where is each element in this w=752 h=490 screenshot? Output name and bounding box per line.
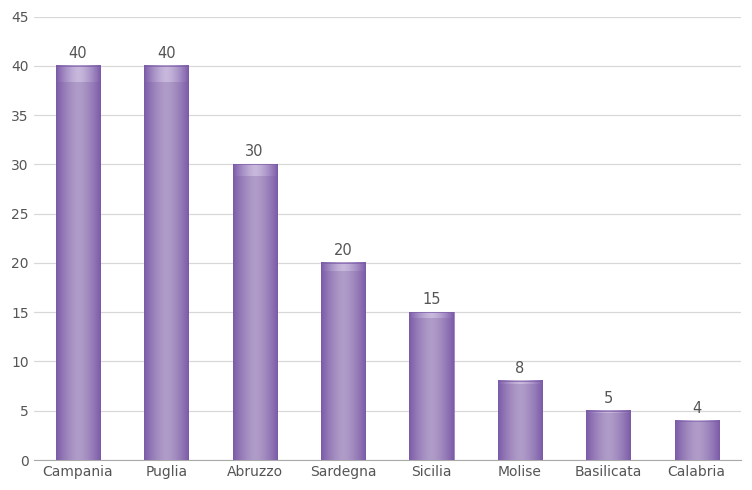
Text: 8: 8 [515, 361, 524, 376]
Bar [321, 263, 365, 460]
Bar [586, 411, 630, 460]
Bar [232, 165, 277, 460]
Text: 4: 4 [692, 401, 702, 416]
Bar [144, 66, 188, 460]
Text: 20: 20 [334, 243, 353, 258]
Text: 15: 15 [422, 293, 441, 307]
Text: 5: 5 [604, 391, 613, 406]
Text: 40: 40 [68, 46, 87, 61]
Bar [498, 381, 542, 460]
Text: 30: 30 [245, 145, 264, 159]
Bar [409, 312, 453, 460]
Bar [56, 66, 100, 460]
Bar [675, 420, 719, 460]
Text: 40: 40 [157, 46, 175, 61]
